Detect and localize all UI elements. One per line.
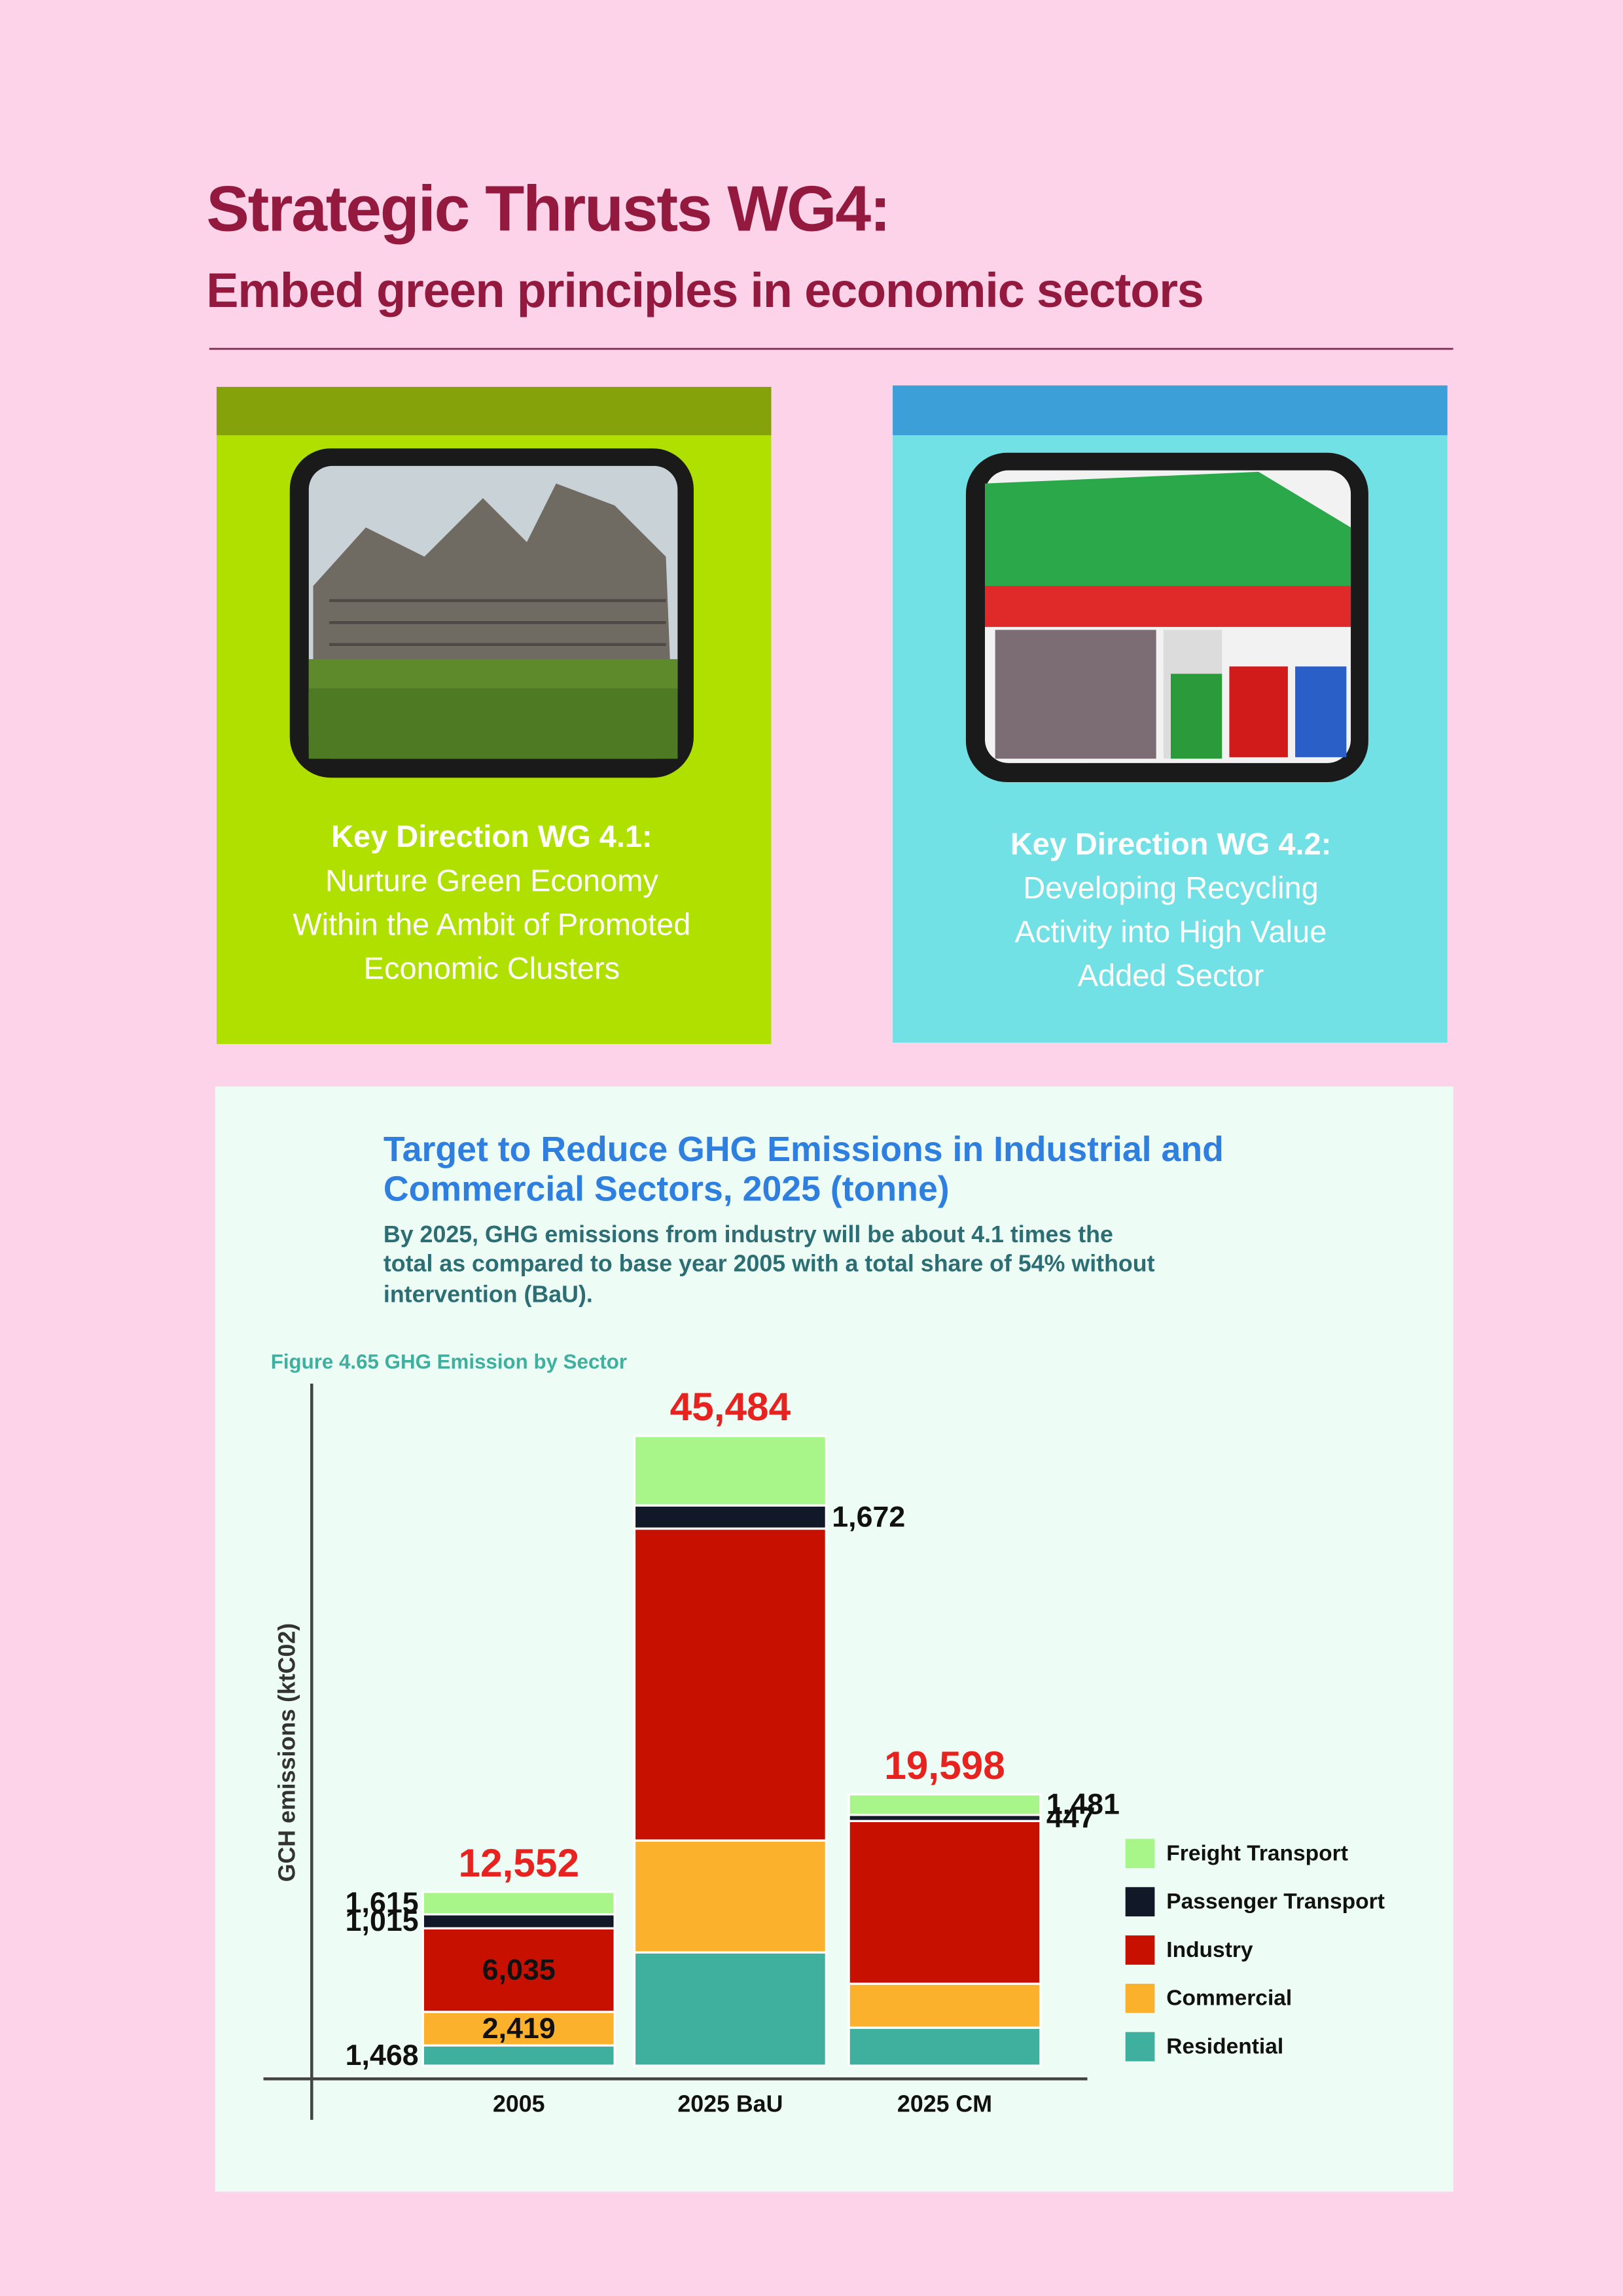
total-label: 45,484 <box>670 1384 791 1429</box>
chart-panel <box>215 1086 1454 2192</box>
photo <box>308 465 678 759</box>
figure-caption: Figure 4.65 GHG Emission by Sector <box>271 1350 627 1373</box>
legend-label: Industry <box>1166 1938 1253 1962</box>
legend-swatch <box>1125 1935 1155 1965</box>
legend-swatch <box>1125 1983 1155 2013</box>
value-label: 1,015 <box>346 1905 419 1937</box>
card: Key Direction WG 4.1: Nurture Green Econ… <box>216 387 772 1045</box>
value-label: 6,035 <box>482 1954 556 1986</box>
value-label: 1,468 <box>346 2039 419 2072</box>
chart-subtitle: total as compared to base year 2005 with… <box>383 1251 1155 1277</box>
x-tick-label: 2005 <box>493 2090 545 2117</box>
bar-segment <box>633 1504 828 1530</box>
total-label: 12,552 <box>458 1840 579 1885</box>
x-tick-label: 2025 BaU <box>677 2090 783 2117</box>
legend-label: Residential <box>1166 2035 1283 2059</box>
card-band <box>893 385 1448 435</box>
page-subtitle: Embed green principles in economic secto… <box>206 263 1203 317</box>
chart-title: Commercial Sectors, 2025 (tonne) <box>383 1170 950 1209</box>
x-tick-label: 2025 CM <box>897 2090 992 2117</box>
bar-segment <box>633 1527 828 1842</box>
bar-segment <box>847 1820 1042 1985</box>
bar-segment <box>847 2026 1042 2067</box>
bar-segment <box>847 1793 1042 1816</box>
legend-swatch <box>1125 2032 1155 2062</box>
chart-title: Target to Reduce GHG Emissions in Indust… <box>383 1130 1224 1169</box>
card-text: Economic Clusters <box>364 950 620 985</box>
value-label: 1,615 <box>346 1887 419 1919</box>
card-heading: Key Direction WG 4.1: <box>331 819 652 853</box>
value-label: 1,672 <box>832 1501 905 1533</box>
bar-segment <box>847 1982 1042 2029</box>
bar-segment <box>633 1435 828 1507</box>
page-title: Strategic Thrusts WG4: <box>206 172 889 244</box>
card: Key Direction WG 4.2: Developing Recycli… <box>893 385 1448 1043</box>
photo <box>984 470 1351 763</box>
legend-label: Commercial <box>1166 1986 1292 2011</box>
bar-segment <box>421 1927 616 2013</box>
value-label: 447 <box>1046 1802 1096 1834</box>
value-label: 2,419 <box>482 2013 556 2045</box>
legend-label: Passenger Transport <box>1166 1890 1385 1914</box>
total-label: 19,598 <box>884 1743 1005 1787</box>
card-text: Developing Recycling <box>1023 870 1319 905</box>
value-label: 1,481 <box>1046 1789 1120 1821</box>
legend-swatch <box>1125 1887 1155 1917</box>
bar-segment <box>633 1839 828 1954</box>
legend-label: Freight Transport <box>1166 1841 1348 1865</box>
card-text: Within the Ambit of Promoted <box>293 906 690 941</box>
card-band <box>216 387 772 435</box>
bar-segment <box>633 1951 828 2067</box>
bar-segment <box>421 1890 616 1916</box>
chart-subtitle: intervention (BaU). <box>383 1282 593 1308</box>
card-text: Activity into High Value <box>1015 914 1327 949</box>
chart-subtitle: By 2025, GHG emissions from industry wil… <box>383 1221 1113 1247</box>
card-heading: Key Direction WG 4.2: <box>1010 826 1332 861</box>
card-text: Nurture Green Economy <box>325 863 658 897</box>
bar-segment <box>421 2044 616 2067</box>
bar-segment <box>421 1913 616 1929</box>
y-axis-label: GCH emissions (ktC02) <box>274 1623 300 1882</box>
card-text: Added Sector <box>1078 958 1264 993</box>
legend-swatch <box>1125 1839 1155 1869</box>
